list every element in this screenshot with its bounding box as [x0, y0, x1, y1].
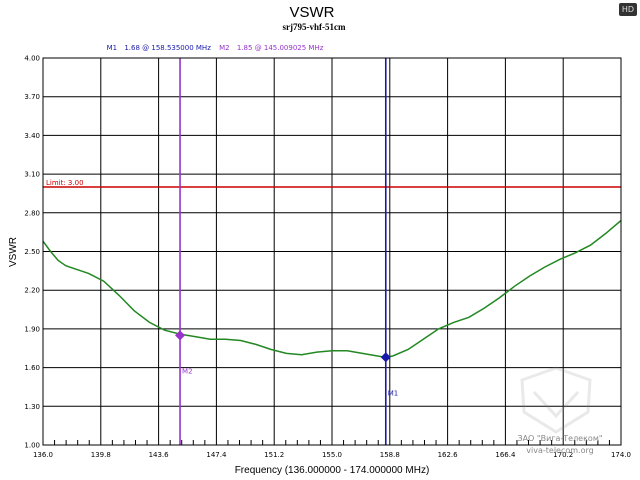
x-tick-label: 147.4 [206, 451, 227, 459]
chart-subtitle: srj795-vhf-51cm [283, 22, 346, 32]
marker-readout: M1 1.68 @ 158.535000 MHz M2 1.85 @ 145.0… [107, 44, 324, 52]
m1-readout-label: M1 [107, 44, 118, 52]
watermark-site: viva-telecom.org [526, 446, 593, 455]
x-tick-label: 139.8 [91, 451, 111, 459]
y-tick-label: 1.00 [24, 442, 40, 450]
vswr-series-line [42, 219, 622, 359]
y-tick-label: 4.00 [24, 55, 40, 63]
y-tick-label: 1.30 [24, 403, 40, 411]
y-tick-label: 2.80 [24, 209, 40, 217]
m1-marker-label: M1 [388, 389, 399, 397]
m2-marker-label: M2 [182, 367, 193, 375]
x-tick-label: 136.0 [33, 451, 53, 459]
y-tick-label: 3.40 [24, 132, 40, 140]
tick-labels: 136.0 139.8 143.6 147.4 151.2 155.0 158.8 162.6… [24, 55, 631, 460]
x-tick-label: 151.2 [264, 451, 284, 459]
hd-badge[interactable]: HD [619, 3, 637, 16]
y-tick-label: 3.10 [24, 171, 40, 179]
y-tick-label: 1.60 [24, 364, 40, 372]
m2-marker-point[interactable] [175, 330, 186, 341]
y-tick-label: 3.70 [24, 93, 40, 101]
x-tick-label: 155.0 [322, 451, 342, 459]
limit-label: Limit: 3.00 [46, 179, 84, 187]
x-tick-label: 174.0 [611, 451, 631, 459]
x-tick-label: 166.4 [495, 451, 516, 459]
x-tick-label: 158.8 [380, 451, 400, 459]
y-tick-label: 2.20 [24, 287, 40, 295]
x-axis-label: Frequency (136.000000 - 174.000000 MHz) [235, 465, 430, 476]
m1-marker-point[interactable] [380, 352, 391, 363]
m1-readout-value: 1.68 @ 158.535000 MHz [124, 44, 211, 52]
x-tick-label: 162.6 [438, 451, 459, 459]
y-tick-label: 1.90 [24, 325, 40, 333]
x-tick-label: 143.6 [149, 451, 170, 459]
grid [43, 58, 621, 445]
watermark [520, 366, 592, 434]
y-tick-label: 2.50 [24, 248, 40, 256]
x-tick-label: 170.2 [553, 451, 573, 459]
m2-readout-value: 1.85 @ 145.009025 MHz [237, 44, 324, 52]
shield-logo-icon [520, 366, 592, 434]
chart-title: VSWR [290, 4, 335, 21]
plot-frame [42, 57, 622, 446]
m2-readout-label: M2 [219, 44, 230, 52]
y-axis-label: VSWR [8, 237, 19, 267]
watermark-company: ЗАО "Вига-Телеком" [517, 434, 602, 443]
